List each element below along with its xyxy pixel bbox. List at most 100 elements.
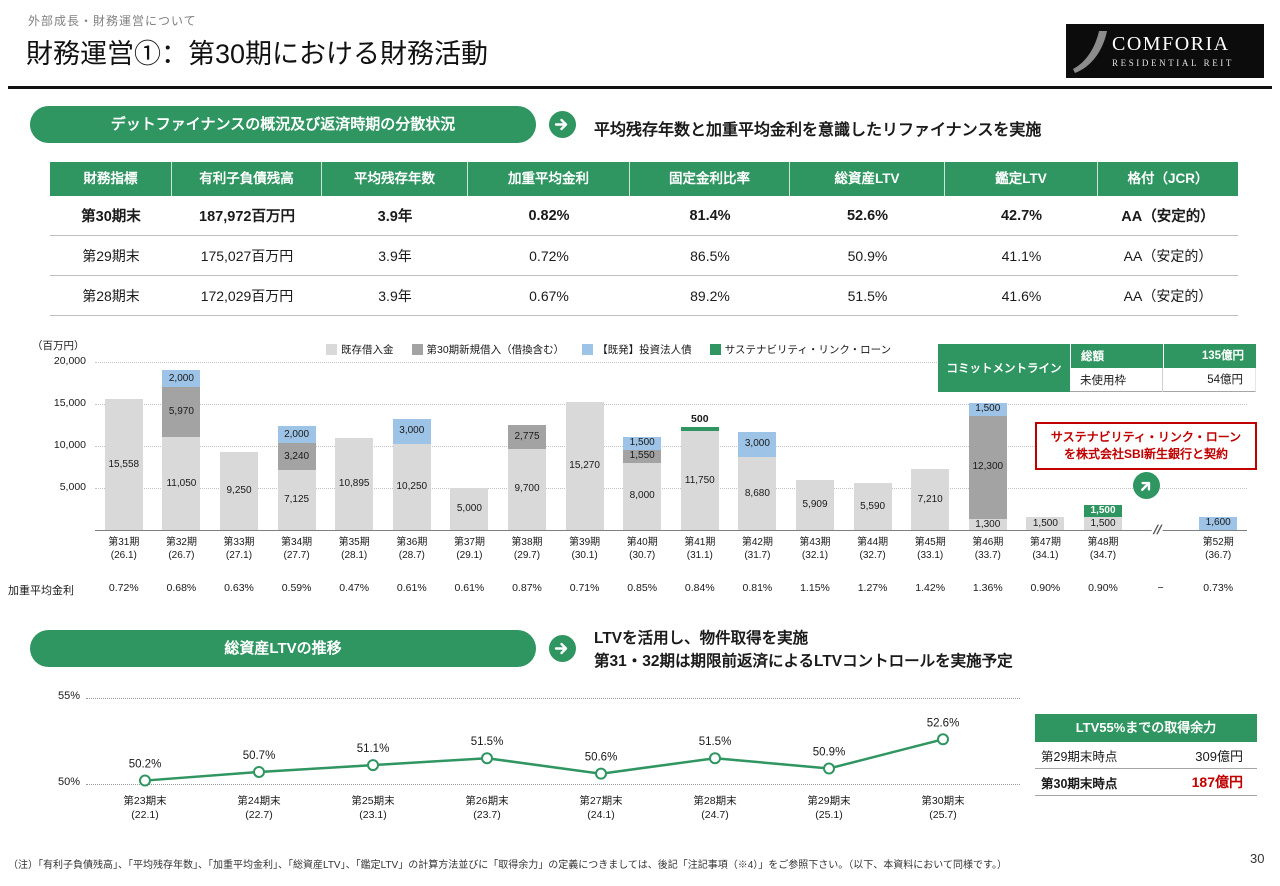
x-tick-period: 第44期 bbox=[857, 537, 889, 548]
x-tick-date: (32.7) bbox=[859, 550, 886, 561]
footnote: （注）「有利子負債残高」、「平均残存年数」、「加重平均金利」、「総資産LTV」、… bbox=[8, 860, 1007, 871]
finance-cell: 41.6% bbox=[1001, 287, 1042, 304]
ltv-capacity-row: 第29期末時点 309億円 bbox=[1035, 742, 1257, 769]
arrow-right-icon bbox=[549, 635, 576, 662]
bar-segment: 5,000 bbox=[450, 488, 489, 530]
x-tick-period: 第48期 bbox=[1087, 537, 1119, 548]
x-tick-period: 第47期 bbox=[1029, 537, 1061, 548]
bar-segment: 2,000 bbox=[162, 370, 201, 388]
bar-segment: 11,050 bbox=[162, 437, 201, 530]
bar-segment: 3,000 bbox=[738, 431, 777, 458]
bar: 1,500 1,500 bbox=[1084, 504, 1122, 530]
bar: 5,000 bbox=[450, 488, 489, 530]
x-tick-date: (23.1) bbox=[359, 809, 386, 821]
x-tick-period: 第46期 bbox=[972, 537, 1004, 548]
bar-segment: 1,300 bbox=[968, 519, 1007, 530]
finance-row-label: 第30期末 bbox=[81, 209, 141, 225]
ltv-point bbox=[139, 774, 151, 787]
axis-unit-label: （百万円） bbox=[32, 340, 85, 352]
x-tick-label: 第42期 (31.7) bbox=[729, 536, 787, 562]
finance-cell: 3.9年 bbox=[378, 287, 412, 304]
x-tick-label: 第36期 (28.7) bbox=[383, 536, 441, 562]
x-tick-date: (26.7) bbox=[168, 550, 195, 561]
ltv-point bbox=[481, 752, 493, 765]
finance-cell: AA（安定的） bbox=[1123, 247, 1213, 264]
x-tick-date: (23.7) bbox=[473, 809, 500, 821]
finance-header-cell: 有利子負債残高 bbox=[172, 162, 322, 196]
ltv-point bbox=[367, 759, 379, 772]
bar: 5,590 bbox=[853, 483, 892, 530]
bar-segment-label: 1,500 bbox=[1090, 505, 1116, 517]
x-tick-label: 第33期 (27.1) bbox=[210, 536, 268, 562]
bar-segment-label: 11,750 bbox=[684, 474, 715, 486]
finance-table-row: 第29期末 175,027百万円 3.9年 0.72% 86.5% 50.9% 41.1% A… bbox=[50, 236, 1238, 276]
x-tick-date: (27.1) bbox=[225, 550, 253, 561]
y-tick-label: 50% bbox=[57, 776, 80, 788]
bar-segment: 2,775 bbox=[508, 425, 546, 449]
ltv-capacity-row-value: 309億円 bbox=[1195, 748, 1243, 764]
finance-header-cell: 総資産LTV bbox=[790, 162, 945, 196]
x-tick-period: 第33期 bbox=[223, 537, 255, 548]
financial-indicators-table: 財務指標 有利子負債残高 平均残存年数 加重平均金利 固定金利比率 総資産LTV 鑑定LTV… bbox=[50, 162, 1238, 316]
x-tick-label: 第44期 (32.7) bbox=[844, 536, 902, 562]
logo-swoosh-icon bbox=[1073, 31, 1107, 73]
bar-segment-label: 5,970 bbox=[168, 406, 194, 418]
x-tick-period: 第30期末 bbox=[921, 794, 965, 807]
x-tick-period: 第24期末 bbox=[237, 794, 281, 807]
gridline bbox=[86, 784, 1020, 785]
ltv-lead-line1: LTVを活用し、物件取得を実施 bbox=[594, 630, 809, 647]
chart-legend: 既存借入金 第30期新規借入（借換含む） 【既発】投資法人債 サステナビリティ・リンク… bbox=[326, 342, 891, 357]
commitment-row-value: 135億円 bbox=[1163, 344, 1256, 368]
rate-value: 1.15% bbox=[800, 582, 830, 594]
commitment-row: 未使用枠 54億円 bbox=[1070, 367, 1256, 392]
bar-segment-label: 1,500 bbox=[629, 437, 655, 449]
bar-segment: 8,680 bbox=[738, 457, 777, 530]
bar-segment: 12,300 bbox=[968, 415, 1007, 520]
bar: 5,909 bbox=[796, 480, 834, 530]
bar-segment: 3,000 bbox=[392, 418, 431, 444]
ltv-capacity-row-label: 第29期末時点 bbox=[1041, 749, 1118, 764]
bar-segment: 10,250 bbox=[392, 443, 431, 530]
legend-label: 【既発】投資法人債 bbox=[597, 344, 692, 356]
finance-cell: 172,029百万円 bbox=[200, 287, 294, 304]
x-tick-period: 第34期 bbox=[281, 537, 313, 548]
bar-segment: 1,500 bbox=[1026, 517, 1065, 530]
finance-row-label: 第28期末 bbox=[82, 287, 140, 304]
bar-segment-label: 5,590 bbox=[860, 500, 886, 512]
point-value-label: 50.6% bbox=[585, 752, 618, 764]
x-tick-label: 第52期 (36.7) bbox=[1189, 536, 1247, 562]
x-tick-label: 第47期 (34.1) bbox=[1017, 536, 1075, 562]
rate-value: 0.85% bbox=[627, 582, 658, 594]
x-tick-period: 第28期末 bbox=[693, 794, 737, 807]
bar: 2,000 3,240 7,125 bbox=[277, 426, 316, 530]
eyebrow-label: 外部成長・財務運営について bbox=[28, 14, 197, 28]
bar-segment: 1,500 bbox=[1084, 517, 1122, 530]
rate-value: 0.59% bbox=[281, 582, 312, 594]
x-tick-period: 第37期 bbox=[453, 537, 485, 548]
gridline bbox=[95, 404, 1247, 405]
finance-cell: AA（安定的） bbox=[1123, 287, 1213, 304]
logo-title: COMFORIA bbox=[1112, 33, 1230, 55]
bar-segment-label: 1,550 bbox=[629, 450, 655, 462]
bar-segment: 5,970 bbox=[162, 387, 201, 438]
x-tick-date: (28.1) bbox=[341, 550, 368, 561]
bar-segment: 15,270 bbox=[565, 401, 604, 530]
rate-value: 1.42% bbox=[915, 582, 946, 594]
x-tick-period: 第32期 bbox=[165, 537, 197, 548]
bar-segment bbox=[680, 427, 719, 432]
bar-segment-label: 7,125 bbox=[284, 494, 310, 506]
finance-header-cell: 加重平均金利 bbox=[468, 162, 630, 196]
bar-segment-label: 3,000 bbox=[744, 438, 770, 450]
finance-cell: 42.7% bbox=[1000, 207, 1043, 224]
bar: 10,895 bbox=[335, 438, 374, 530]
bar-segment-label: 15,270 bbox=[569, 459, 600, 471]
rate-value: 0.61% bbox=[396, 582, 427, 594]
legend-label: サステナビリティ・リンク・ローン bbox=[724, 344, 892, 356]
finance-header-cell: 固定金利比率 bbox=[630, 162, 790, 196]
x-tick-label: 第38期 (29.7) bbox=[498, 536, 556, 562]
finance-table-row: 第28期末 172,029百万円 3.9年 0.67% 89.2% 51.5% 41.6% A… bbox=[50, 276, 1238, 316]
bar-segment-label: 500 bbox=[691, 413, 709, 426]
ltv-capacity-row: 第30期末時点 187億円 bbox=[1035, 769, 1257, 796]
title-rule bbox=[8, 86, 1272, 89]
x-tick-date: (24.7) bbox=[701, 809, 728, 821]
